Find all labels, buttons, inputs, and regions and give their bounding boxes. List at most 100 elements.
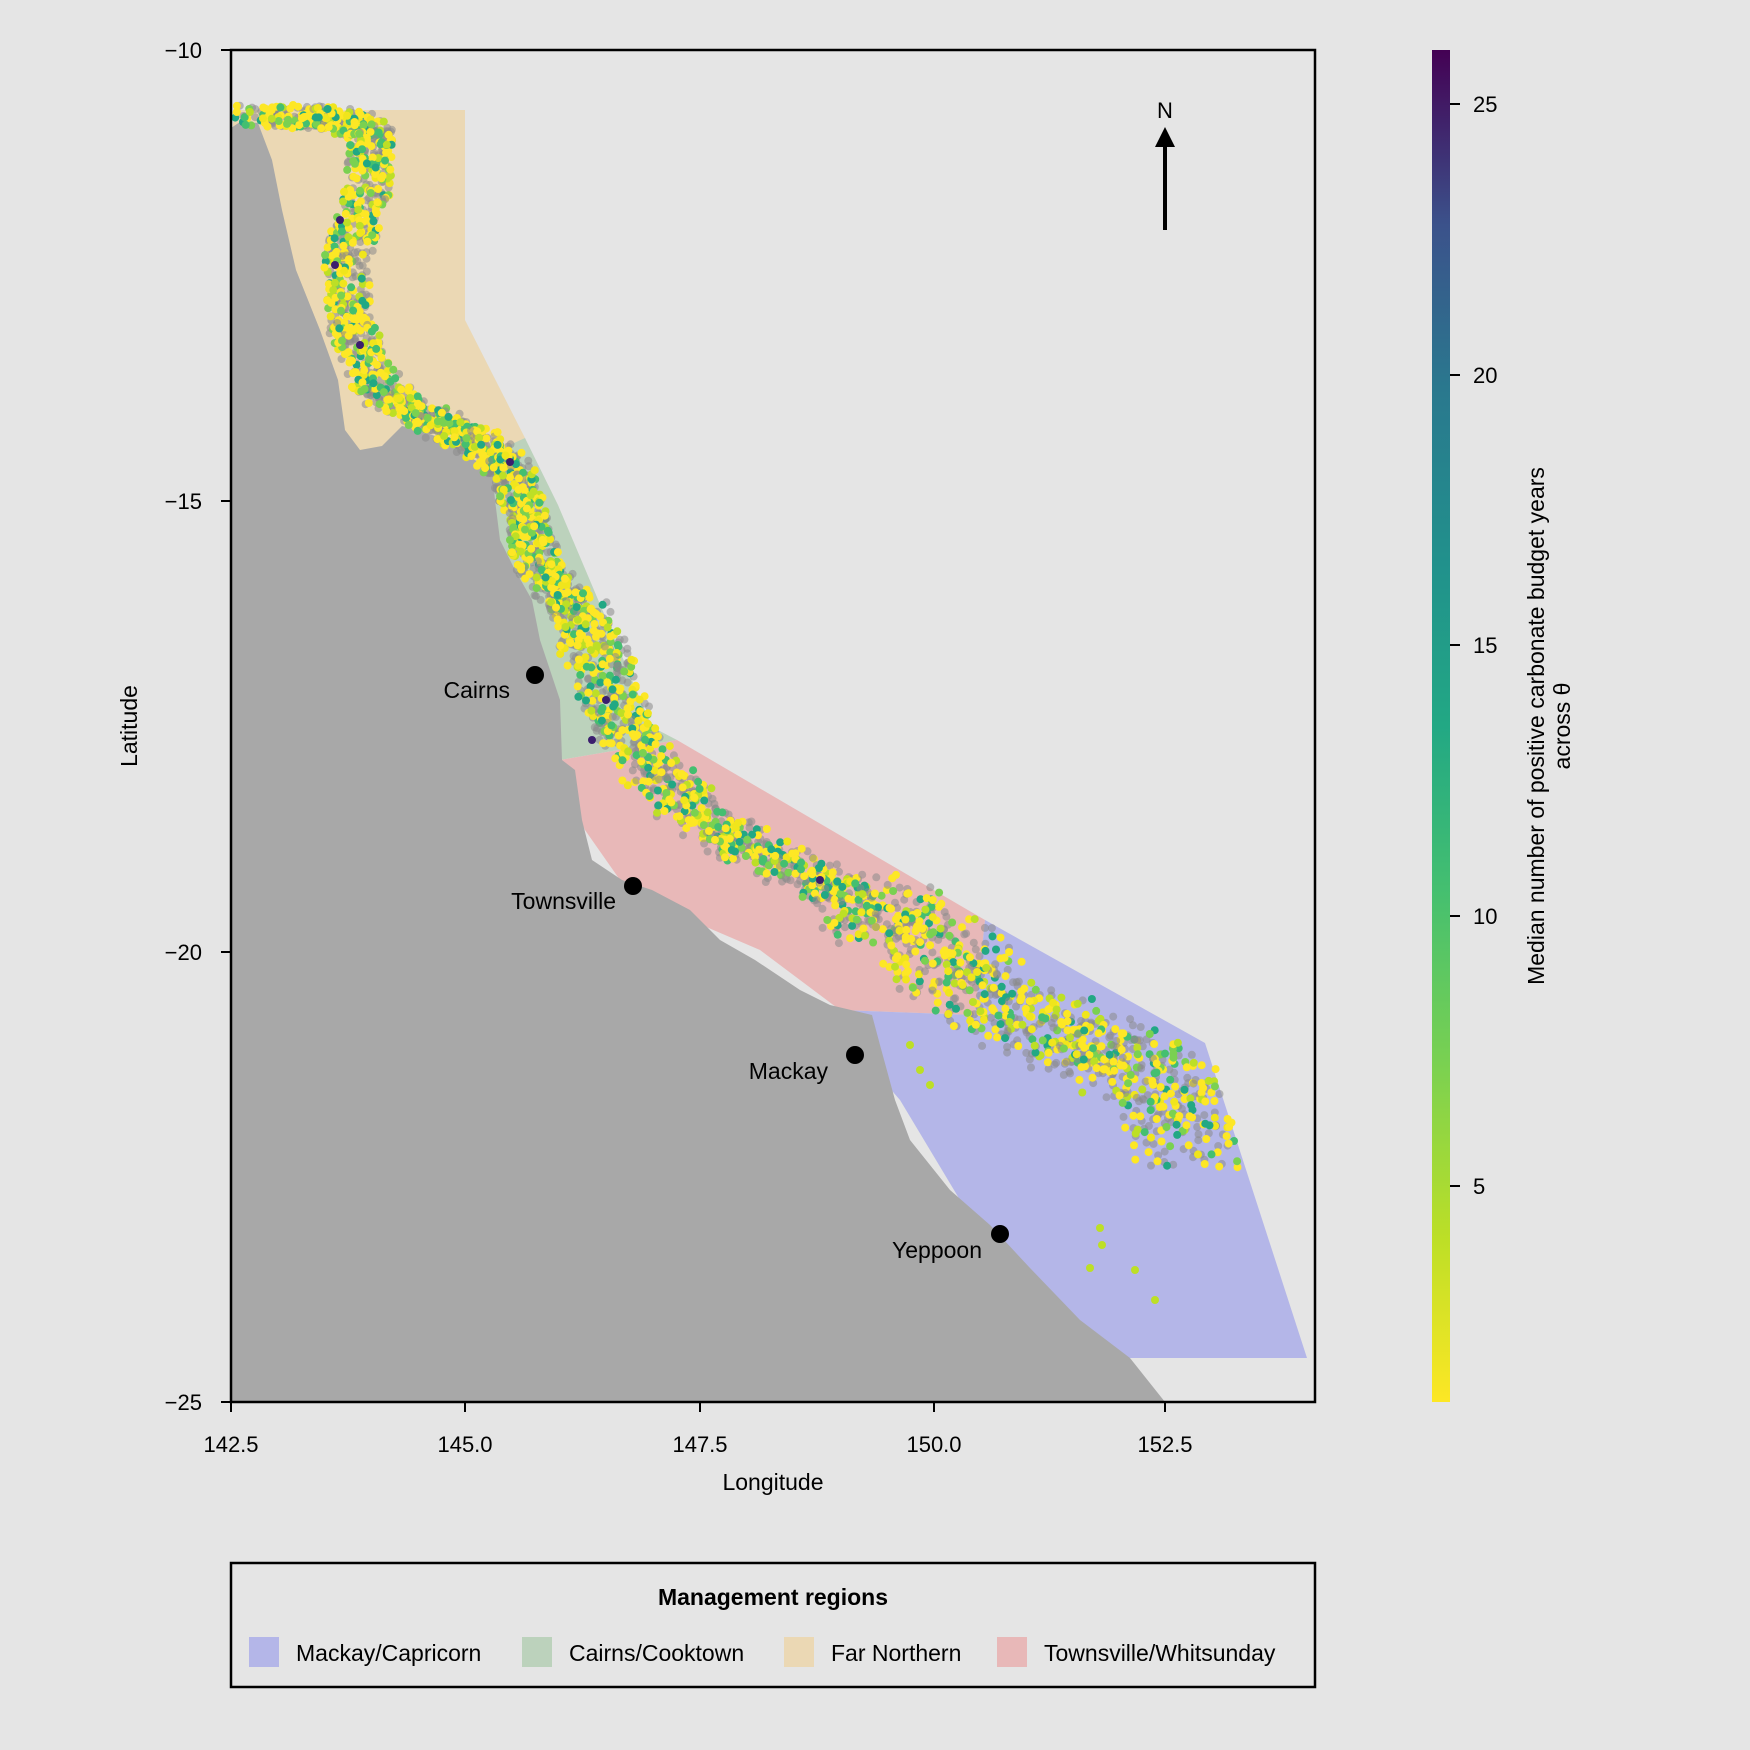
reef-point — [501, 451, 510, 460]
reef-point — [343, 165, 352, 174]
reef-point — [366, 127, 375, 136]
reef-point — [343, 292, 352, 301]
reef-point — [1079, 1055, 1088, 1064]
reef-point — [573, 682, 582, 691]
reef-point — [539, 538, 548, 547]
reef-point — [916, 938, 925, 947]
reef-point — [658, 745, 667, 754]
reef-point — [1224, 1139, 1233, 1148]
reef-point-unmodelled — [971, 945, 980, 954]
city-marker-cairns — [526, 666, 544, 684]
reef-point-high — [588, 736, 596, 744]
reef-point — [1001, 1034, 1010, 1043]
reef-point — [780, 859, 789, 868]
reef-point — [389, 365, 398, 374]
reef-point-unmodelled — [1060, 1059, 1069, 1068]
reef-point — [547, 560, 556, 569]
reef-point — [547, 583, 556, 592]
reef-point — [1021, 1004, 1030, 1013]
reef-point — [343, 218, 351, 227]
reef-point — [1081, 1062, 1089, 1071]
reef-point — [411, 409, 420, 418]
reef-point — [828, 868, 837, 877]
reef-point-unmodelled — [1004, 997, 1013, 1006]
reef-point — [606, 638, 615, 647]
reef-point — [755, 845, 764, 854]
reef-point — [330, 278, 339, 287]
reef-point-unmodelled — [703, 847, 712, 856]
colorbar-tick-label: 15 — [1473, 633, 1497, 658]
reef-point-unmodelled — [926, 883, 935, 892]
reef-point — [624, 710, 632, 719]
reef-point-unmodelled — [928, 986, 937, 995]
reef-point — [978, 981, 987, 990]
reef-point — [444, 412, 453, 421]
reef-point — [1197, 1061, 1206, 1070]
reef-point — [1018, 1020, 1027, 1029]
reef-point — [635, 695, 644, 704]
reef-point — [705, 827, 713, 835]
reef-point-unmodelled — [530, 591, 539, 600]
reef-point — [379, 388, 388, 397]
reef-point — [971, 1020, 980, 1029]
reef-point — [1233, 1157, 1242, 1166]
north-arrow-head-icon — [1155, 127, 1175, 147]
reef-point — [948, 918, 957, 927]
reef-point — [347, 283, 356, 292]
reef-point-unmodelled — [872, 923, 880, 931]
reef-point — [653, 808, 662, 817]
legend-label-far-northern: Far Northern — [831, 1640, 961, 1666]
reef-point-unmodelled — [858, 870, 867, 879]
reef-point — [537, 566, 546, 574]
reef-point — [553, 548, 562, 557]
reef-point — [1048, 1038, 1057, 1047]
city-label-cairns: Cairns — [444, 677, 510, 703]
reef-point — [1094, 1029, 1103, 1038]
reef-point — [563, 588, 572, 597]
reef-point — [624, 747, 633, 756]
reef-point-unmodelled — [368, 246, 377, 255]
reef-point — [552, 603, 560, 612]
reef-point — [579, 589, 587, 598]
reef-point — [798, 892, 807, 901]
reef-point — [380, 372, 389, 381]
reef-point — [385, 395, 394, 404]
reef-point — [1210, 1113, 1219, 1122]
reef-point — [628, 690, 637, 699]
y-tick-label: −10 — [165, 38, 202, 63]
reef-point — [657, 768, 666, 777]
reef-point — [948, 949, 957, 958]
reef-point — [362, 134, 371, 142]
reef-point-unmodelled — [467, 426, 475, 435]
reef-point — [1105, 1050, 1114, 1059]
reef-point — [954, 970, 963, 979]
reef-point — [735, 837, 744, 846]
reef-point — [1078, 1088, 1087, 1097]
reef-point — [1031, 1048, 1040, 1057]
reef-point-unmodelled — [608, 712, 617, 721]
reef-point — [690, 818, 698, 827]
reef-point — [846, 934, 855, 943]
reef-point — [1201, 1097, 1210, 1106]
reef-point — [609, 702, 618, 711]
reef-point — [831, 901, 840, 910]
reef-point — [1173, 1130, 1182, 1139]
reef-point — [695, 784, 704, 793]
reef-point — [477, 440, 486, 449]
reef-point — [603, 678, 612, 687]
reef-point — [245, 108, 254, 116]
y-tick-label: −20 — [165, 940, 202, 965]
reef-point — [355, 107, 363, 116]
legend-swatch-townsville-whitsunday — [997, 1637, 1027, 1667]
reef-point — [711, 835, 719, 844]
reef-point — [668, 780, 677, 789]
reef-point — [297, 114, 306, 123]
reef-point — [286, 104, 295, 113]
reef-point — [1150, 1040, 1159, 1048]
reef-point — [1162, 1123, 1171, 1131]
reef-point — [916, 924, 925, 933]
reef-point — [830, 918, 839, 927]
reef-point — [259, 114, 267, 123]
city-label-mackay: Mackay — [749, 1058, 829, 1084]
reef-point — [506, 536, 514, 544]
